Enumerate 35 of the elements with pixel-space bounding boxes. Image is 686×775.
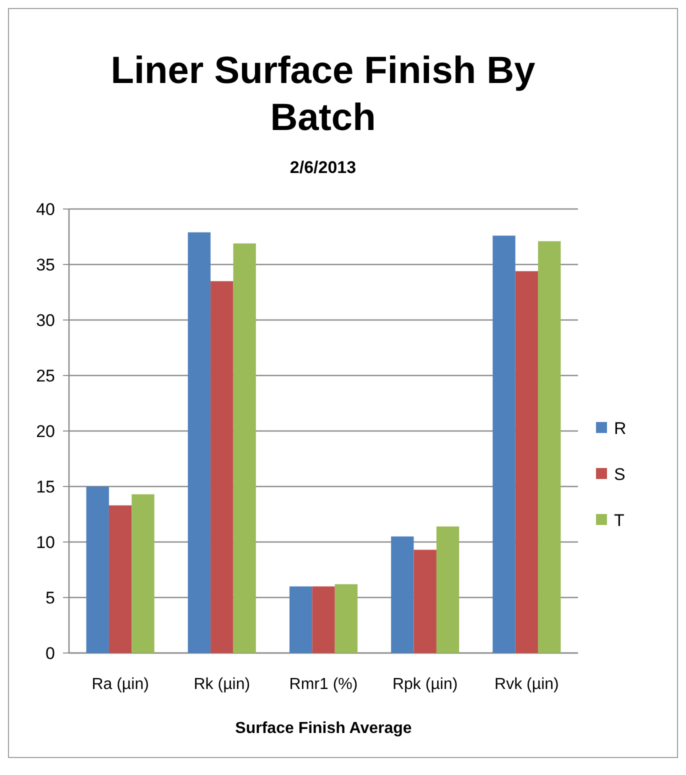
y-tick-label: 20 — [36, 422, 55, 441]
y-tick-label: 25 — [36, 366, 55, 386]
legend-label: T — [614, 510, 624, 530]
bar — [188, 232, 211, 653]
chart-title: Liner Surface Finish By Batch — [110, 50, 536, 139]
bar — [86, 486, 109, 653]
bar — [515, 271, 538, 653]
legend-label: S — [614, 464, 626, 484]
bar — [312, 586, 335, 653]
y-tick-label: 35 — [36, 255, 55, 274]
y-tick-label: 10 — [36, 532, 55, 552]
y-tick-label: 0 — [46, 644, 55, 663]
bar — [210, 281, 234, 653]
x-tick-label: Rvk (µin) — [494, 676, 559, 693]
x-tick-label: Rpk (µin) — [392, 676, 458, 693]
bar — [289, 586, 312, 653]
x-tick-label: Rk (µin) — [194, 676, 250, 693]
bar — [334, 584, 358, 653]
bar — [233, 243, 256, 653]
x-axis-title: Surface Finish Average — [235, 720, 412, 737]
bar — [132, 494, 154, 653]
bar — [492, 236, 516, 653]
y-tick-label: 40 — [36, 200, 55, 219]
bar — [436, 526, 460, 653]
chart-subtitle: 2/6/2013 — [290, 158, 356, 177]
y-tick-label: 30 — [36, 310, 55, 330]
x-tick-label: Rmr1 (%) — [289, 676, 358, 693]
bar — [108, 505, 132, 653]
y-tick-label: 15 — [36, 477, 55, 496]
bar — [414, 550, 436, 653]
bar — [538, 241, 561, 653]
bar — [391, 536, 414, 653]
legend-label: R — [614, 418, 626, 438]
y-tick-label: 5 — [46, 588, 55, 608]
x-tick-label: Ra (µin) — [92, 676, 149, 693]
